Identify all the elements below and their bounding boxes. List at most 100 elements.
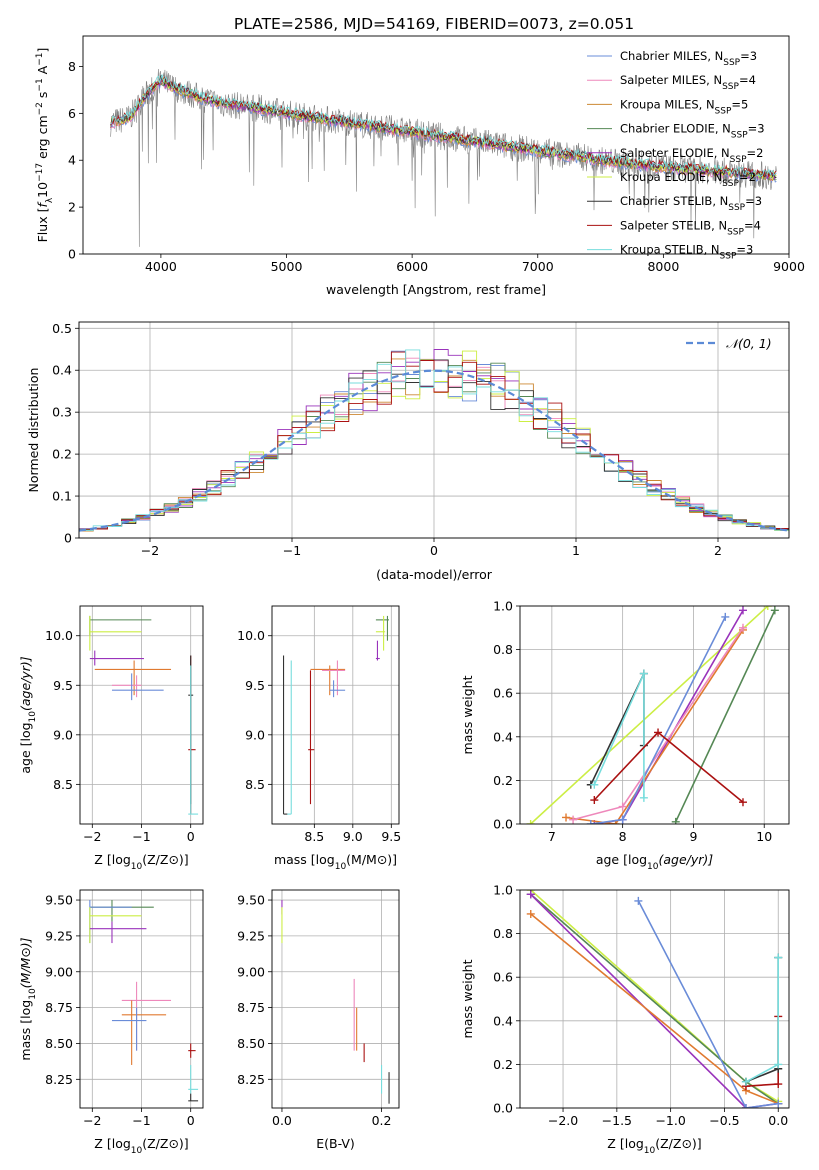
x-tick-label: 2 [714, 543, 722, 558]
legend-entry: Kroupa MILES, NSSP=5 [620, 97, 748, 116]
errorbar-point [375, 615, 389, 641]
y-tick-label: 1.0 [493, 883, 513, 898]
y-axis-label: mass weight [460, 675, 475, 754]
weight-series [586, 669, 648, 789]
weight-series [526, 890, 783, 1106]
x-tick-label: −1.5 [602, 1113, 632, 1128]
weight-marker [526, 909, 535, 918]
x-tick-label: 6000 [396, 259, 428, 274]
weight-marker [774, 1060, 783, 1069]
y-tick-label: 8.50 [45, 1036, 73, 1051]
weight-marker [634, 896, 643, 905]
legend: 𝒩(0, 1) [686, 336, 772, 351]
errorbar-point [111, 1007, 147, 1051]
errorbar-point [287, 660, 292, 815]
plot-frame [78, 321, 790, 539]
y-tick-label: 8.25 [237, 1072, 265, 1087]
y-tick-label: 9.0 [245, 727, 265, 742]
weight-marker [741, 1104, 750, 1108]
y-tick-label: 0.0 [493, 1101, 513, 1116]
legend-entry: Chabrier STELIB, NSSP=3 [620, 194, 762, 213]
weight-lines [526, 606, 779, 824]
weight-series [569, 623, 747, 824]
y-axis-label: Normed distribution [26, 368, 41, 493]
weight-line [530, 893, 779, 1105]
y-tick-label: 0.0 [493, 817, 513, 832]
x-axis-label: Z [log10(Z/Z⊙)] [94, 852, 188, 872]
model-fit-line [110, 74, 777, 177]
x-tick-label: −0.5 [709, 1113, 739, 1128]
weight-marker [738, 623, 747, 632]
y-tick-label: 0.8 [493, 926, 513, 941]
weight-marker [774, 1080, 783, 1089]
y-tick-label: 0 [68, 247, 76, 262]
weight-series [526, 606, 772, 824]
weight-marker [741, 1077, 750, 1086]
y-tick-label: 0.2 [493, 773, 513, 788]
x-tick-label: −1 [132, 1113, 150, 1128]
legend-entry: Chabrier ELODIE, NSSP=3 [620, 122, 765, 141]
legend-entry: Salpeter ELODIE, NSSP=2 [620, 146, 763, 165]
errorbar-point [329, 680, 346, 698]
weight-series [671, 606, 779, 824]
legend-entry: Salpeter MILES, NSSP=4 [620, 73, 756, 92]
weight-marker [590, 796, 599, 805]
x-axis-label: age [log10(age/yr)] [596, 852, 713, 872]
errorbar-point [188, 1043, 196, 1058]
plot-frame [519, 889, 790, 1109]
weight-marker [738, 606, 747, 615]
y-tick-label: 9.0 [53, 727, 73, 742]
y-tick-label: 0.8 [493, 642, 513, 657]
x-tick-label: 1 [572, 543, 580, 558]
weight-marker [763, 606, 772, 610]
legend: Chabrier MILES, NSSP=3 Salpeter MILES, NS… [587, 49, 765, 262]
weight-line [565, 629, 744, 824]
errorbar-point [282, 655, 288, 815]
x-tick-label: −2.0 [548, 1113, 578, 1128]
weight-line [593, 673, 645, 798]
x-axis-label: Z [log10(Z/Z⊙)] [607, 1136, 701, 1156]
y-tick-label: 8.5 [53, 777, 73, 792]
y-tick-label: 8.75 [45, 1000, 73, 1015]
errorbar-point [375, 615, 386, 651]
errorbar-point [89, 615, 142, 651]
x-tick-label: 10 [756, 829, 772, 844]
weight-lines [526, 890, 783, 1108]
errorbar-point [89, 921, 147, 944]
weight-marker [738, 798, 747, 807]
y-tick-label: 0.3 [52, 405, 72, 420]
y-tick-label: 9.50 [45, 893, 73, 908]
weight-line [572, 627, 744, 821]
figure-title: PLATE=2586, MJD=54169, FIBERID=0073, z=0… [234, 15, 634, 33]
x-tick-label: 9.5 [381, 829, 401, 844]
y-tick-label: 9.00 [237, 964, 265, 979]
y-axis-label: age [log10(age/yr)] [18, 656, 38, 773]
y-tick-label: 8.5 [245, 777, 265, 792]
weight-line [594, 610, 744, 824]
y-tick-label: 0.6 [493, 686, 513, 701]
legend-entry: Salpeter STELIB, NSSP=4 [620, 218, 761, 237]
residual-histogram [79, 349, 789, 534]
y-tick-label: 1.0 [493, 599, 513, 614]
y-tick-label: 9.25 [45, 928, 73, 943]
errorbar-point [89, 907, 142, 944]
weight-marker [590, 780, 599, 789]
errorbar-point [188, 665, 199, 815]
weight-series [590, 669, 648, 802]
y-tick-label: 6 [68, 106, 76, 121]
errorbar-point [375, 640, 380, 661]
x-axis-label: wavelength [Angstrom, rest frame] [326, 282, 546, 297]
y-tick-label: 4 [68, 153, 76, 168]
x-tick-label: 9.0 [343, 829, 363, 844]
errorbar-point [89, 615, 152, 636]
x-axis-label: Z [log10(Z/Z⊙)] [94, 1136, 188, 1156]
x-tick-label: −1.0 [655, 1113, 685, 1128]
errorbar-point [89, 900, 154, 922]
errorbar-point [121, 1000, 167, 1065]
y-tick-label: 9.5 [245, 678, 265, 693]
y-tick-label: 0.4 [52, 363, 72, 378]
weight-series [634, 896, 783, 1108]
weight-series [741, 953, 783, 1086]
errorbar-point [121, 981, 172, 1051]
x-tick-label: −2 [83, 1113, 101, 1128]
